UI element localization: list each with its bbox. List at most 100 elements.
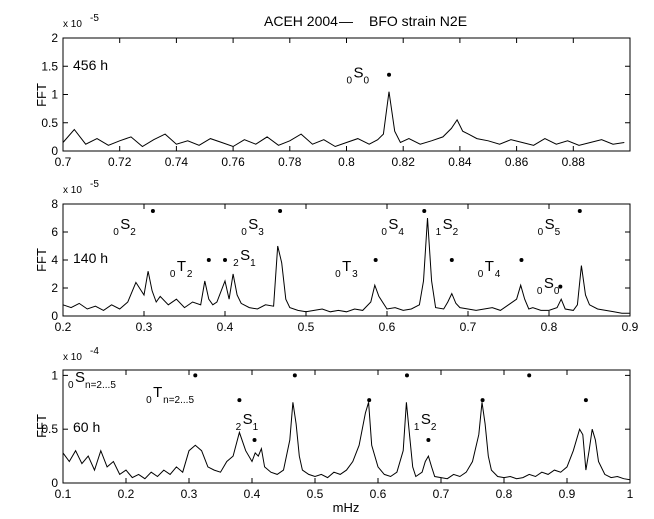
legend-label: BFO strain N2E <box>369 13 467 29</box>
y-tick-label: 0 <box>51 309 58 323</box>
x-tick-label: 0.2 <box>55 320 72 334</box>
y-axis-label: FFT <box>34 248 49 272</box>
axes-frame <box>62 369 631 484</box>
peak-marker <box>527 373 532 378</box>
peak-marker <box>367 398 372 403</box>
mode-subscript: 2 <box>431 422 437 433</box>
peak-marker <box>193 373 198 378</box>
peak-marker <box>422 209 427 213</box>
mode-prefix: 0 <box>146 395 152 406</box>
spectrum-line <box>62 91 625 148</box>
panel-456h: 0.7 0.72 0.74 0.76 0.78 0.8 0.82 0.84 0.86 0.88 0… <box>34 13 631 169</box>
mode-symbol: S <box>240 247 250 264</box>
peak-marker <box>583 398 588 403</box>
spectrum-line <box>62 217 630 314</box>
mode-subscript: 2 <box>187 269 193 280</box>
x-tick-label: 0.5 <box>298 320 315 334</box>
mode-subscript: 3 <box>258 227 264 238</box>
x-tick-label: 0.7 <box>55 155 72 169</box>
mode-subscript: n=2...5 <box>163 395 194 406</box>
peak-markers <box>387 72 392 77</box>
y-exponent-power: -5 <box>90 179 99 190</box>
x-tick-label: 0.7 <box>433 487 450 501</box>
x-tick-label: 0.8 <box>541 320 558 334</box>
mode-subscript: n=2...5 <box>85 380 116 391</box>
y-tick-label: 0 <box>51 476 58 490</box>
y-tick-label: 2 <box>51 281 58 295</box>
y-tick-label: 2 <box>51 31 58 45</box>
x-tick-label: 0.3 <box>136 320 153 334</box>
mode-prefix: 0 <box>381 227 387 238</box>
mode-symbol: S <box>421 411 431 428</box>
y-tick-label: 0.5 <box>41 422 58 436</box>
mode-prefix: 0 <box>335 269 341 280</box>
x-tick-label: 0.9 <box>559 487 576 501</box>
duration-label: 140 h <box>73 250 108 266</box>
x-tick-label: 0.4 <box>244 487 261 501</box>
x-tick-labels: 0.7 0.72 0.74 0.76 0.78 0.8 0.82 0.84 0.86 0.88 <box>55 155 586 169</box>
x-tick-label: 0.6 <box>379 320 396 334</box>
x-tick-label: 0.74 <box>165 155 189 169</box>
mode-subscript: 3 <box>352 269 358 280</box>
mode-symbol: S <box>75 369 85 386</box>
peak-marker <box>278 209 283 213</box>
mode-subscript: 4 <box>398 227 404 238</box>
x-tick-labels: 0.1 0.2 0.3 0.4 0.5 0.6 0.7 0.8 0.9 1 <box>55 487 634 501</box>
y-tick-label: 0.5 <box>41 116 58 130</box>
y-exponent-base: x 10 <box>63 19 82 30</box>
peak-marker <box>373 258 378 262</box>
x-axis-label: mHz <box>333 500 360 515</box>
axes-frame <box>62 37 631 152</box>
mode-symbol: S <box>243 411 253 428</box>
panel-60h: 0.1 0.2 0.3 0.4 0.5 0.6 0.7 0.8 0.9 1 00.51 x 10 … <box>34 346 634 501</box>
x-tick-label: 0.72 <box>108 155 132 169</box>
mode-subscript: 0 <box>364 76 370 87</box>
peak-marker <box>387 72 392 77</box>
mode-prefix: 0 <box>68 380 74 391</box>
mode-subscript: 5 <box>555 227 561 238</box>
peak-marker <box>480 398 485 403</box>
mode-prefix: 0 <box>538 227 544 238</box>
x-tick-label: 0.82 <box>392 155 416 169</box>
figure-title: ACEH 2004 <box>264 13 338 29</box>
x-tick-label: 1 <box>627 487 634 501</box>
mode-subscript: 1 <box>250 258 256 269</box>
mode-prefix: 0 <box>537 286 543 297</box>
mode-symbol: T <box>177 258 186 275</box>
x-tick-label: 0.4 <box>217 320 234 334</box>
y-exponent-power: -4 <box>90 346 99 357</box>
mode-symbol: S <box>248 216 258 233</box>
legend-dash: — <box>339 13 353 29</box>
mode-prefix: 1 <box>436 227 442 238</box>
peak-marker <box>292 373 297 378</box>
mode-prefix: 0 <box>170 269 176 280</box>
mode-prefix: 1 <box>414 422 420 433</box>
peak-marker <box>252 437 257 442</box>
y-exponent-power: -5 <box>90 13 99 24</box>
x-tick-label: 0.78 <box>278 155 302 169</box>
peak-marker <box>426 437 431 442</box>
mode-symbol: S <box>544 275 554 292</box>
peak-marker <box>404 373 409 378</box>
y-tick-label: 4 <box>51 253 58 267</box>
mode-prefix: 0 <box>478 269 484 280</box>
peak-marker <box>237 398 242 403</box>
peak-marker <box>519 258 524 262</box>
x-tick-label: 0.8 <box>496 487 513 501</box>
peak-marker <box>449 258 454 262</box>
y-axis-label: FFT <box>34 414 49 438</box>
peak-marker <box>150 209 155 213</box>
